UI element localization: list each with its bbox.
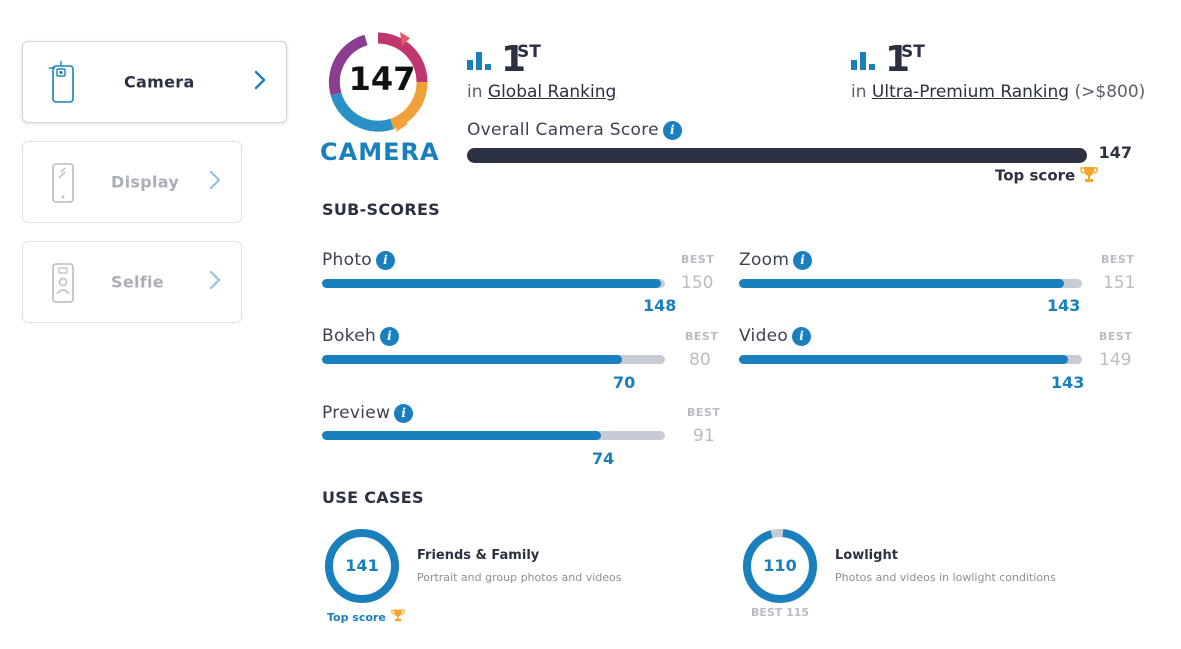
ultra-premium-ranking-link[interactable]: Ultra-Premium Ranking [871,82,1070,102]
usecases-title: USE CASES [322,488,424,507]
subscore-preview-fill [322,431,601,440]
top-score-label: Top score [995,166,1076,185]
subscore-zoom-score: 143 [1047,296,1081,315]
subscore-video-label: Video i [739,326,812,346]
usecase-title: Lowlight [835,548,898,563]
badge-label: CAMERA [320,138,440,166]
usecase-score: 141 [345,556,379,575]
ranking-prefix: in [851,82,867,102]
usecase-ring [743,529,817,603]
overall-score-bar [467,148,1087,163]
overall-score-label-text: Overall Camera Score [467,120,659,140]
subscore-name: Bokeh [322,326,377,346]
ranking-ultra-premium: 1 ST in Ultra-Premium Ranking (>$800) [851,40,1171,110]
overall-score-value: 147 [1098,143,1132,162]
tab-display-label: Display [111,172,180,192]
usecase-description: Portrait and group photos and videos [417,571,622,584]
subscore-video-best: 149 [1099,350,1132,370]
subscore-video-score: 143 [1051,373,1085,392]
best-label: BEST [1101,253,1135,266]
ranking-bars-icon [851,52,877,76]
subscore-bokeh-track [322,355,665,364]
camera-score-badge: 147 CAMERA [320,28,440,168]
subscores-title: SUB-SCORES [322,200,440,219]
subscore-name: Zoom [739,250,790,270]
best-label: BEST [1099,330,1133,343]
subscore-name: Video [739,326,789,346]
subscore-zoom-best: 151 [1103,273,1136,293]
subscore-video-track [739,355,1082,364]
tab-camera[interactable]: Camera [22,41,287,123]
subscore-zoom-track [739,279,1082,288]
subscore-video-fill [739,355,1069,364]
ranking-number: 1 [501,39,527,80]
subscore-bokeh-fill [322,355,623,364]
ranking-prefix: in [467,82,483,102]
usecase-footer-text: BEST 115 [750,606,810,619]
subscore-zoom-label: Zoom i [739,250,813,270]
subscore-photo-label: Photo i [322,250,395,270]
price-bracket: (>$800) [1074,82,1146,102]
tab-selfie-label: Selfie [111,272,164,292]
info-icon[interactable]: i [793,250,813,270]
subscore-photo-track [322,279,665,288]
ranking-global: 1 ST in Global Ranking [467,40,807,110]
subscore-preview-label: Preview i [322,403,414,423]
trophy-icon [391,607,405,626]
ranking-suffix: ST [901,42,925,62]
subscore-preview-track [322,431,665,440]
best-label: BEST [685,330,719,343]
info-icon[interactable]: i [376,250,395,270]
best-label: BEST [687,406,721,419]
subscore-name: Photo [322,250,372,270]
subscore-bokeh-score: 70 [613,373,636,392]
ranking-bars-icon [467,52,493,76]
overall-top-score: Top score [995,165,1098,187]
usecase-description: Photos and videos in lowlight conditions [835,571,1056,584]
display-phone-icon [47,160,77,210]
tab-camera-label: Camera [124,72,195,92]
info-icon[interactable]: i [394,403,414,423]
info-icon[interactable]: i [792,326,812,346]
subscore-bokeh-label: Bokeh i [322,326,400,346]
info-icon[interactable]: i [380,326,400,346]
ranking-text: in Global Ranking [467,82,616,102]
chevron-right-icon [254,70,266,94]
usecase-ring [325,529,399,603]
overall-score-label: Overall Camera Score i [467,120,682,140]
ranking-text: in Ultra-Premium Ranking (>$800) [851,82,1145,102]
global-ranking-link[interactable]: Global Ranking [487,82,617,102]
subscore-zoom-fill [739,279,1064,288]
info-icon[interactable]: i [662,120,682,140]
trophy-icon [1080,165,1098,187]
tab-display[interactable]: Display [22,141,242,223]
subscore-name: Preview [322,403,391,423]
camera-phone-icon [47,60,77,110]
tab-selfie[interactable]: Selfie [22,241,242,323]
subscore-bokeh-best: 80 [689,350,711,370]
chevron-right-icon [209,270,221,294]
badge-ring-icon [328,32,428,132]
chevron-right-icon [209,170,221,194]
selfie-phone-icon [47,260,77,310]
ranking-suffix: ST [517,42,541,62]
usecase-friends-family: 141 Top score Friends & Family Portrait … [322,526,702,626]
subscore-preview-best: 91 [693,426,715,446]
subscore-photo-fill [322,279,661,288]
usecase-title: Friends & Family [417,548,540,563]
usecase-footer: Top score [327,606,405,626]
subscore-photo-score: 148 [643,296,677,315]
ranking-number: 1 [885,39,911,80]
usecase-score: 110 [763,556,797,575]
best-label: BEST [681,253,715,266]
subscore-preview-score: 74 [592,449,615,468]
badge-score: 147 [348,60,416,98]
subscore-photo-best: 150 [681,273,714,293]
usecase-lowlight: 110 BEST 115 Lowlight Photos and videos … [740,526,1140,626]
usecase-footer-text: Top score [327,611,386,624]
